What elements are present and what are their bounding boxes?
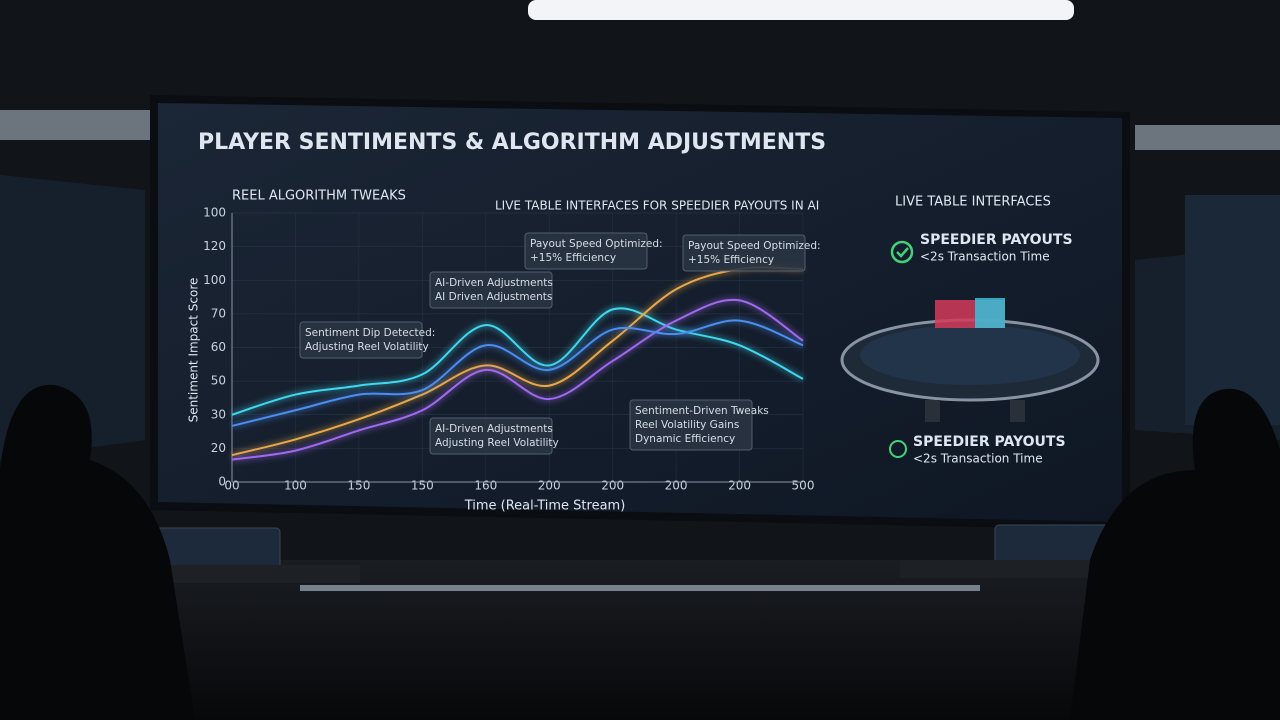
panel-detail: <2s Transaction Time xyxy=(913,452,1043,466)
operator xyxy=(1070,388,1280,720)
annotation: Dynamic Efficiency xyxy=(635,433,735,445)
ceiling-light xyxy=(528,0,1074,20)
wall-light xyxy=(1135,125,1280,150)
x-tick-label: 200 xyxy=(665,479,688,493)
annotation: AI Driven Adjustments xyxy=(435,291,552,303)
line xyxy=(231,298,804,461)
x-tick-label: 100 xyxy=(284,479,307,493)
annotation: +15% Efficiency xyxy=(688,254,774,266)
chart-heading: LIVE TABLE INTERFACES FOR SPEEDIER PAYOU… xyxy=(495,199,819,213)
annotation-box xyxy=(524,232,648,270)
annotation: Payout Speed Optimized: xyxy=(530,238,663,250)
chart: PLAYER SENTIMENTS & ALGORITHM ADJUSTMENT… xyxy=(187,130,827,514)
operator xyxy=(0,384,195,720)
y-tick-label: 60 xyxy=(211,340,226,354)
panel-heading: SPEEDIER PAYOUTS xyxy=(920,232,1073,248)
chart-title: PLAYER SENTIMENTS & ALGORITHM ADJUSTMENT… xyxy=(198,130,826,155)
annotation: Sentiment Dip Detected: xyxy=(305,327,435,339)
annotation: AI-Driven Adjustments xyxy=(435,423,553,435)
x-tick-label: 200 xyxy=(538,479,561,493)
annotation: +15% Efficiency xyxy=(530,252,616,264)
y-tick-label: 100 xyxy=(203,273,226,287)
y-tick-label: 100 xyxy=(203,206,226,220)
subtitle: REEL ALGORITHM TWEAKS xyxy=(232,189,406,204)
annotation: Payout Speed Optimized: xyxy=(688,240,821,252)
check-icon xyxy=(889,440,907,458)
check-icon xyxy=(896,247,909,258)
table-leg xyxy=(925,400,940,422)
y-tick-label: 20 xyxy=(211,441,226,455)
y-axis-label: Sentiment Impact Score xyxy=(187,278,201,423)
annotation: Sentiment-Driven Tweaks xyxy=(635,405,769,417)
annotation: Adjusting Reel Volatility xyxy=(435,437,559,449)
x-tick-label: 150 xyxy=(411,479,434,493)
y-tick-label: 70 xyxy=(211,306,226,320)
annotation: Adjusting Reel Volatility xyxy=(305,341,429,353)
x-tick-label: 200 xyxy=(601,479,624,493)
chip-stack xyxy=(975,298,1005,328)
table-felt xyxy=(860,325,1080,385)
side-screen xyxy=(1185,195,1280,425)
y-tick-label: 120 xyxy=(203,239,226,253)
wall-light xyxy=(0,110,150,140)
panel-detail: <2s Transaction Time xyxy=(920,250,1050,264)
line xyxy=(231,307,804,416)
annotation: AI-Driven Adjustments xyxy=(435,277,553,289)
annotation-box xyxy=(629,399,753,451)
y-tick-label: 50 xyxy=(211,374,226,388)
x-tick-label: 500 xyxy=(792,479,815,493)
annotation-box xyxy=(682,234,806,272)
annotation: Reel Volatility Gains xyxy=(635,419,739,431)
x-tick-label: 200 xyxy=(728,479,751,493)
panel-title: LIVE TABLE INTERFACES xyxy=(895,195,1051,210)
panel-heading: SPEEDIER PAYOUTS xyxy=(913,434,1066,450)
annotation-box xyxy=(299,321,423,359)
annotation-box xyxy=(429,271,553,309)
line xyxy=(231,266,804,457)
x-tick-label: 160 xyxy=(474,479,497,493)
table-leg xyxy=(1010,400,1025,422)
x-tick-label: 150 xyxy=(347,479,370,493)
floor-light xyxy=(300,585,980,591)
line xyxy=(231,319,804,427)
y-tick-label: 30 xyxy=(211,407,226,421)
annotation-box xyxy=(429,417,553,455)
y-tick-label: 0 xyxy=(218,475,226,489)
x-axis-label: Time (Real-Time Stream) xyxy=(464,499,626,514)
side-panel: LIVE TABLE INTERFACES SPEEDIER PAYOUTS <… xyxy=(840,195,1100,466)
check-icon xyxy=(890,240,914,264)
